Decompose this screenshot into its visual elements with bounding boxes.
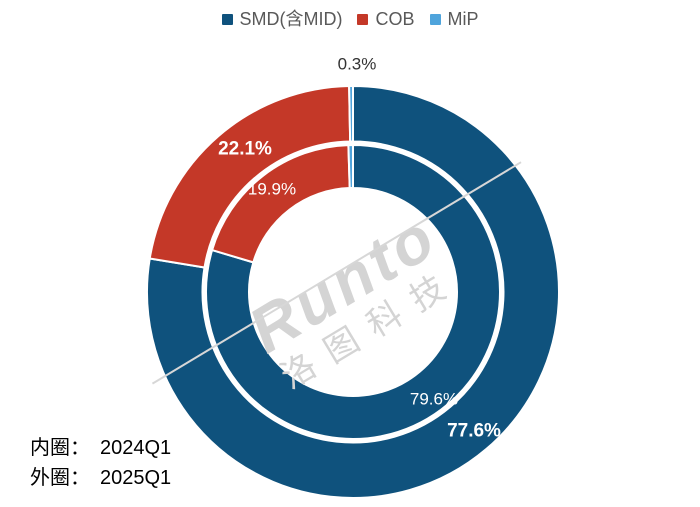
ring-key-outer-value: 2025Q1 xyxy=(100,467,172,489)
ring-key: 内圈： 2024Q1 外圈： 2025Q1 xyxy=(30,433,171,493)
legend-item-mip[interactable]: MiP xyxy=(429,9,479,29)
label-cob-outer: 22.1% xyxy=(218,138,272,160)
legend-item-smd[interactable]: SMD(含MID) xyxy=(221,9,343,29)
legend-item-cob[interactable]: COB xyxy=(357,9,415,29)
outer-ring-slice-smd[interactable] xyxy=(146,85,560,499)
legend-swatch-cob-icon xyxy=(357,13,369,25)
label-smd-outer: 77.6% xyxy=(447,420,501,442)
ring-key-inner: 内圈： 2024Q1 xyxy=(30,433,171,463)
ring-key-inner-label: 内圈： xyxy=(30,437,90,459)
outer-ring-slice-mip[interactable] xyxy=(348,85,354,143)
label-cob-inner: 19.9% xyxy=(247,179,297,199)
legend-swatch-smd-icon xyxy=(221,13,233,25)
inner-ring-slice-smd[interactable] xyxy=(205,144,501,440)
legend-label-smd: SMD(含MID) xyxy=(239,9,343,29)
legend-label-mip: MiP xyxy=(447,9,479,29)
legend-swatch-mip-icon xyxy=(429,13,441,25)
label-smd-inner: 79.6% xyxy=(409,389,459,409)
ring-key-outer-label: 外圈： xyxy=(30,467,90,489)
ring-key-outer: 外圈： 2025Q1 xyxy=(30,463,171,493)
ring-key-inner-value: 2024Q1 xyxy=(100,437,172,459)
legend-label-cob: COB xyxy=(375,9,415,29)
chart-legend: SMD(含MID) COB MiP xyxy=(0,10,700,28)
label-mip-outer: 0.3% xyxy=(337,54,377,74)
inner-ring-slice-mip[interactable] xyxy=(347,143,354,190)
